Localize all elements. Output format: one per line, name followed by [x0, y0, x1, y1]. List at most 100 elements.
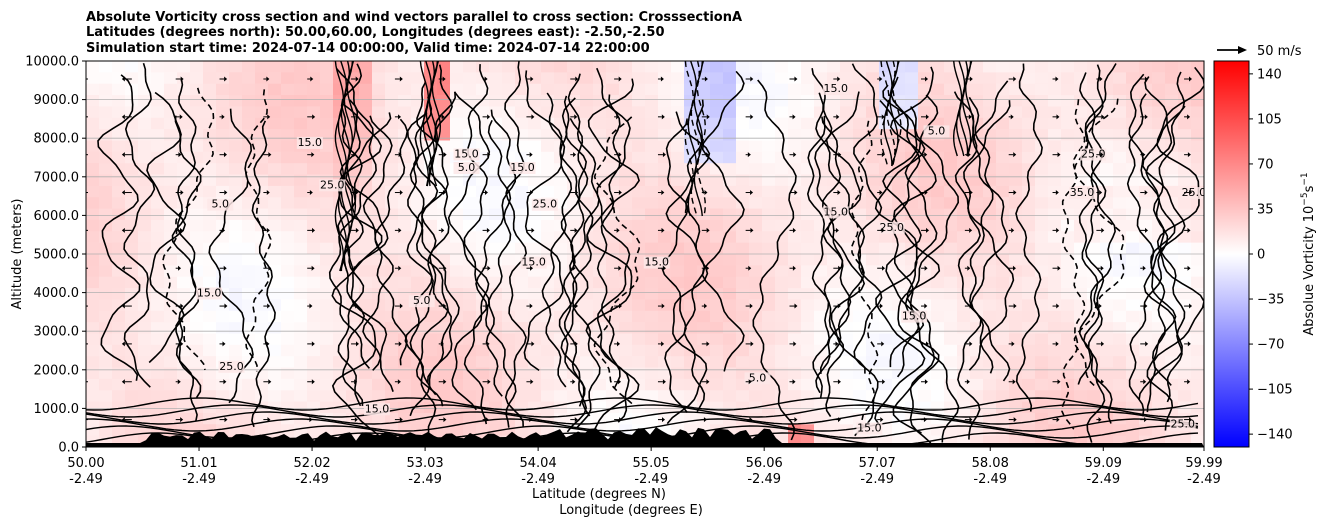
field-cell	[229, 163, 243, 176]
field-cell	[1035, 333, 1049, 346]
field-cell	[645, 242, 659, 255]
field-cell	[619, 356, 633, 369]
wind-vector-head	[1057, 265, 1061, 271]
field-cell	[697, 117, 711, 130]
field-cell	[346, 219, 360, 232]
field-cell	[476, 117, 490, 130]
field-cell	[190, 299, 204, 312]
wind-vector-head	[572, 265, 576, 271]
field-cell	[983, 378, 997, 391]
field-cell	[476, 367, 490, 380]
field-cell	[1100, 254, 1114, 266]
field-cell	[762, 401, 776, 414]
field-cell	[528, 95, 542, 108]
field-cell	[892, 254, 906, 266]
field-cell	[216, 424, 230, 437]
field-cell	[983, 174, 997, 187]
field-cell	[710, 333, 724, 346]
field-cell	[645, 174, 659, 187]
field-cell	[944, 276, 958, 289]
field-cell	[1009, 197, 1023, 210]
field-cell	[411, 163, 425, 176]
wind-vector-head	[311, 379, 315, 385]
field-cell	[1009, 151, 1023, 164]
field-cell	[853, 129, 867, 142]
field-cell	[190, 197, 204, 210]
field-cell	[619, 344, 633, 357]
field-cell	[1009, 129, 1023, 142]
x-axis-ticks: 50.00-2.4951.01-2.4952.02-2.4953.03-2.49…	[67, 447, 1223, 487]
field-cell	[1048, 401, 1062, 414]
field-cell	[1126, 117, 1140, 130]
field-cell	[619, 299, 633, 312]
field-cell	[944, 197, 958, 210]
field-cell	[788, 435, 802, 447]
field-cell	[645, 322, 659, 335]
contour-line	[337, 63, 365, 407]
field-cell	[710, 140, 724, 153]
wind-vector-head	[442, 76, 446, 82]
field-cell	[814, 197, 828, 210]
field-cell	[190, 367, 204, 380]
field-cell	[1139, 83, 1153, 96]
field-cell	[242, 424, 256, 437]
field-cell	[645, 95, 659, 108]
field-cell	[515, 378, 529, 391]
field-cell	[229, 219, 243, 232]
wind-vector-head	[837, 303, 841, 309]
contour-line	[146, 91, 187, 364]
field-cell	[463, 322, 477, 335]
field-cell	[359, 322, 373, 335]
field-cell	[151, 333, 165, 346]
field-cell	[307, 61, 321, 73]
field-cell	[775, 288, 789, 301]
field-cell	[814, 356, 828, 369]
field-cell	[801, 72, 815, 85]
field-cell	[866, 197, 880, 210]
field-cell	[996, 231, 1010, 244]
wind-vector-head	[968, 114, 972, 120]
field-cell	[697, 95, 711, 108]
y-tick-label: 9000.0	[34, 93, 80, 108]
field-cell	[736, 197, 750, 210]
field-cell	[1178, 140, 1192, 153]
field-cell	[1061, 95, 1075, 108]
field-cell	[164, 140, 178, 153]
field-cell	[528, 129, 542, 142]
field-cell	[788, 61, 802, 73]
contour-bundle-line	[964, 61, 975, 157]
field-cell	[177, 299, 191, 312]
field-cell	[463, 333, 477, 346]
field-cell	[515, 83, 529, 96]
field-cell	[151, 83, 165, 96]
field-cell	[736, 219, 750, 232]
field-cell	[502, 219, 516, 232]
field-cell	[294, 106, 308, 119]
field-cell	[541, 310, 555, 323]
field-cell	[606, 163, 620, 176]
contour-line	[97, 74, 141, 381]
wind-vector-head	[969, 227, 973, 233]
field-cell	[632, 61, 646, 73]
field-cell	[658, 151, 672, 164]
field-cell	[1191, 356, 1204, 369]
field-cell	[138, 106, 152, 119]
field-cell	[151, 356, 165, 369]
field-cell	[996, 333, 1010, 346]
field-cell	[1022, 61, 1036, 73]
field-cell	[229, 231, 243, 244]
field-cell	[1126, 310, 1140, 323]
field-cell	[307, 378, 321, 391]
field-cell	[489, 322, 503, 335]
field-cell	[125, 185, 139, 198]
field-cell	[957, 276, 971, 289]
field-cell	[593, 61, 607, 73]
field-cell	[723, 61, 737, 73]
field-cell	[203, 106, 217, 119]
field-cell	[281, 197, 295, 210]
field-cell	[541, 367, 555, 380]
field-cell	[762, 151, 776, 164]
field-cell	[996, 412, 1010, 425]
wind-vector-head	[704, 76, 708, 82]
field-cell	[203, 208, 217, 221]
